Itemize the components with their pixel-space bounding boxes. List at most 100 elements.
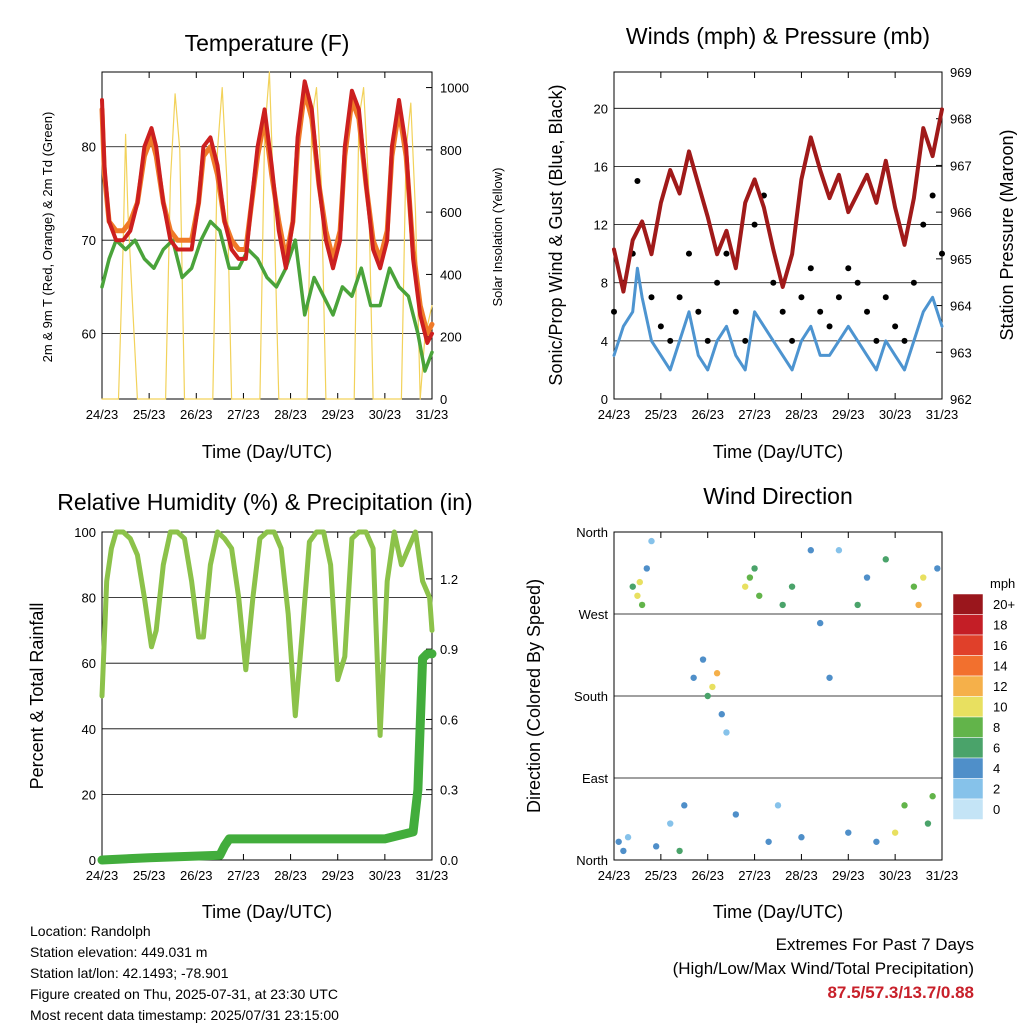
- direction-point: [723, 729, 730, 736]
- gust-point: [864, 308, 871, 315]
- x-tick-label: 28/23: [274, 407, 307, 422]
- direction-title: Wind Direction: [703, 483, 853, 509]
- y-tick-label: 12: [594, 218, 608, 233]
- gust-point: [854, 279, 861, 286]
- x-tick-label: 26/23: [691, 407, 724, 422]
- humidity-title: Relative Humidity (%) & Precipitation (i…: [57, 489, 472, 515]
- x-tick-label: 27/23: [227, 407, 260, 422]
- y2-tick-label: 965: [950, 252, 972, 267]
- direction-point: [699, 656, 707, 663]
- gust-point: [882, 294, 889, 301]
- x-tick-label: 24/23: [86, 407, 119, 422]
- legend-swatch: [952, 696, 984, 718]
- direction-point: [742, 583, 749, 590]
- direction-ylabel: Direction (Colored By Speed): [524, 579, 544, 813]
- gust-point: [920, 221, 927, 228]
- direction-point: [835, 547, 843, 554]
- pressure-ylabel: Station Pressure (Maroon): [997, 129, 1017, 340]
- station-latlon: Station lat/lon: 42.1493; -78.901: [30, 965, 229, 981]
- x-tick-label: 24/23: [598, 407, 631, 422]
- x-tick-label: 30/23: [369, 407, 402, 422]
- gust-point: [770, 279, 777, 286]
- wind-series-line: [612, 266, 944, 372]
- direction-point: [863, 574, 871, 581]
- y-tick-label: 60: [82, 656, 96, 671]
- y-tick-label: North: [576, 525, 608, 540]
- direction-point: [667, 820, 674, 827]
- y-tick-label: 20: [594, 101, 608, 116]
- legend-label: 18: [993, 618, 1007, 633]
- direction-point: [643, 565, 650, 572]
- gust-point: [742, 337, 749, 344]
- legend-label: 8: [993, 720, 1000, 735]
- direction-point: [709, 683, 716, 691]
- y2-tick-label: 800: [440, 143, 462, 158]
- y2-tick-label: 962: [950, 392, 972, 407]
- extremes-box: Extremes For Past 7 Days (High/Low/Max W…: [673, 933, 974, 1005]
- gust-point: [685, 250, 692, 257]
- y2-tick-label: 963: [950, 345, 972, 360]
- y2-tick-label: 0.6: [440, 712, 458, 727]
- y2-tick-label: 0: [440, 392, 447, 407]
- gust-point: [826, 323, 833, 330]
- legend-label: 14: [993, 659, 1007, 674]
- direction-point: [615, 838, 622, 845]
- direction-point: [934, 565, 941, 572]
- gust-point: [910, 279, 917, 286]
- gust-point: [929, 192, 936, 199]
- legend-swatch: [952, 798, 984, 820]
- y2-tick-label: 400: [440, 267, 462, 282]
- direction-point: [629, 583, 636, 590]
- direction-point: [901, 802, 908, 809]
- gust-point: [807, 265, 814, 272]
- y-tick-label: 8: [601, 276, 608, 291]
- direction-point: [915, 601, 922, 609]
- y-tick-label: 16: [594, 159, 608, 174]
- direction-point: [704, 692, 711, 700]
- x-tick-label: 31/23: [926, 407, 959, 422]
- y-tick-label: 100: [74, 525, 96, 540]
- legend-swatch: [952, 716, 984, 738]
- y2-tick-label: 966: [950, 205, 972, 220]
- direction-point: [676, 847, 683, 855]
- gust-point: [892, 323, 899, 330]
- station-location: Location: Randolph: [30, 923, 151, 939]
- x-tick-label: 25/23: [645, 868, 678, 883]
- legend-swatch: [952, 737, 984, 759]
- humidity-ylabel: Percent & Total Rainfall: [27, 603, 47, 790]
- direction-point: [873, 838, 880, 845]
- x-tick-label: 26/23: [691, 868, 724, 883]
- y-tick-label: 60: [82, 327, 96, 342]
- x-tick-label: 30/23: [879, 868, 912, 883]
- winds-panel: Winds (mph) & Pressure (mb) Time (Day/UT…: [546, 23, 1017, 462]
- legend-label: 12: [993, 679, 1007, 694]
- precipitation-series-line: [97, 649, 437, 865]
- gust-point: [634, 178, 641, 184]
- x-tick-label: 27/23: [738, 407, 771, 422]
- direction-point: [882, 556, 889, 563]
- y2-tick-label: 0.3: [440, 783, 458, 798]
- x-tick-label: 28/23: [785, 407, 818, 422]
- x-tick-label: 24/23: [86, 868, 119, 883]
- gust-point: [845, 265, 852, 272]
- direction-point: [681, 802, 688, 809]
- humidity-panel: Relative Humidity (%) & Precipitation (i…: [27, 489, 473, 922]
- x-tick-label: 28/23: [274, 868, 307, 883]
- y-tick-label: 80: [82, 591, 96, 606]
- solar-series-line: [101, 71, 433, 400]
- figure-created: Figure created on Thu, 2025-07-31, at 23…: [30, 986, 338, 1002]
- y-tick-label: 80: [82, 140, 96, 155]
- gust-point: [648, 294, 655, 301]
- station-elevation: Station elevation: 449.031 m: [30, 944, 208, 960]
- x-tick-label: 29/23: [321, 868, 354, 883]
- plot-frame: [101, 71, 433, 400]
- x-tick-label: 30/23: [369, 868, 402, 883]
- direction-point: [845, 829, 852, 836]
- gust-point: [732, 308, 739, 315]
- y2-tick-label: 964: [950, 299, 972, 314]
- extremes-values: 87.5/57.3/13.7/0.88: [827, 983, 974, 1002]
- direction-point: [634, 592, 641, 599]
- legend-label: 4: [993, 761, 1000, 776]
- direction-xlabel: Time (Day/UTC): [713, 902, 843, 922]
- gust-point: [611, 308, 617, 315]
